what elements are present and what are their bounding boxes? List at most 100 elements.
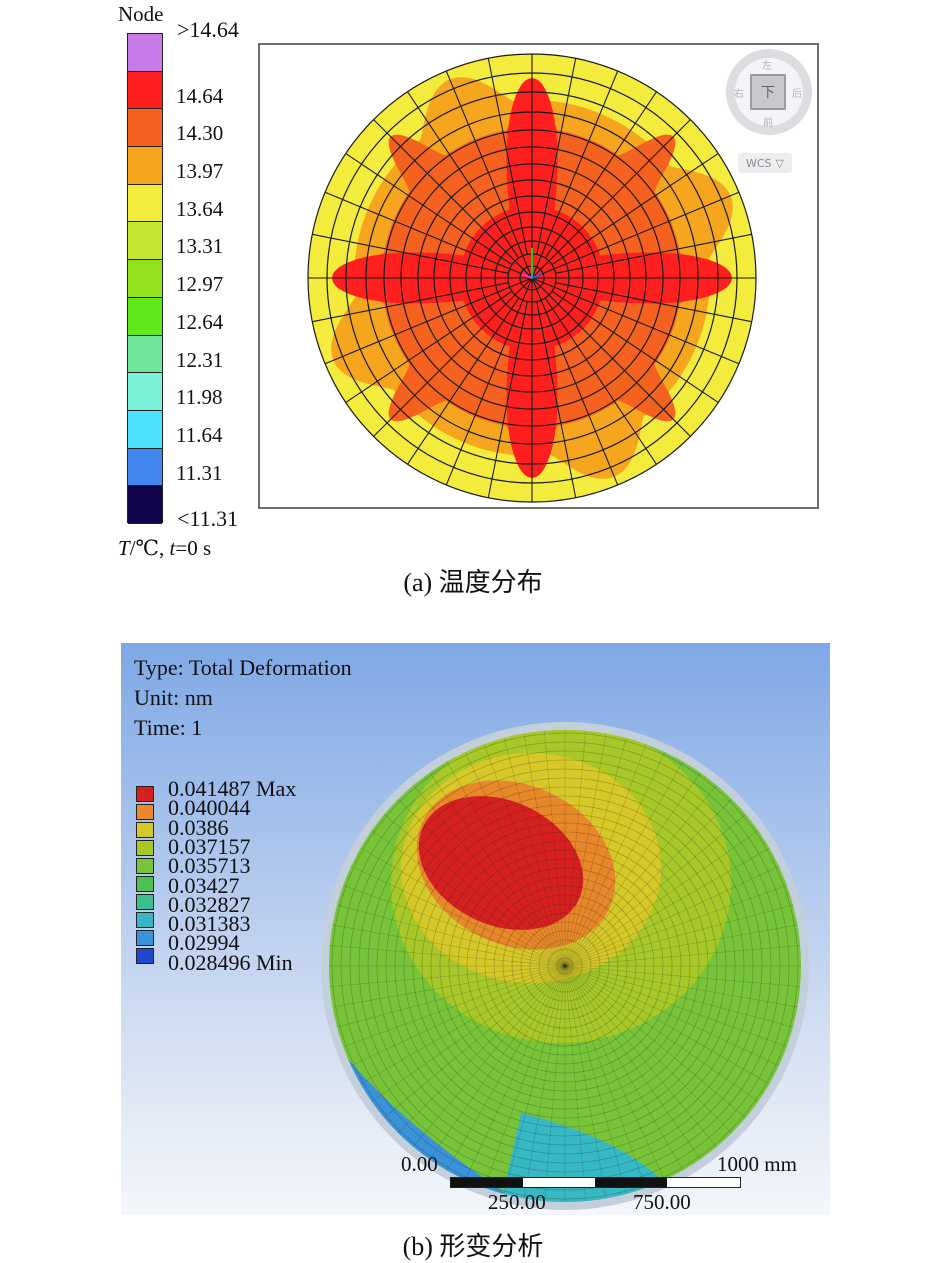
mesh-ring bbox=[520, 921, 610, 1011]
deformation-panel: Type: Total Deformation Unit: nm Time: 1… bbox=[121, 643, 830, 1215]
mesh-spoke bbox=[564, 733, 607, 967]
mesh-ring bbox=[340, 741, 790, 1191]
mesh-spoke bbox=[329, 965, 566, 987]
mesh-spoke bbox=[564, 965, 780, 1067]
mesh-spoke bbox=[564, 965, 787, 1048]
mesh-spoke bbox=[487, 301, 528, 498]
mesh-ring bbox=[502, 903, 628, 1029]
legend-swatch bbox=[128, 222, 162, 261]
legend-label: 0.028496 Min bbox=[168, 949, 293, 975]
mesh-ring bbox=[538, 939, 592, 993]
scale-label-1000: 1000 mm bbox=[717, 1152, 797, 1176]
legend-swatch bbox=[136, 930, 154, 946]
mesh-spoke bbox=[483, 965, 566, 1188]
scale-label-250: 250.00 bbox=[488, 1190, 546, 1214]
mesh-ring bbox=[376, 777, 754, 1155]
mesh-spoke bbox=[483, 744, 566, 967]
mesh-spoke bbox=[564, 965, 717, 1148]
mesh-ring bbox=[439, 840, 691, 1092]
wcs-dropdown[interactable]: WCS ▽ bbox=[738, 153, 792, 173]
legend-swatch bbox=[136, 948, 154, 964]
mesh-spoke bbox=[531, 119, 691, 279]
temperature-color-legend bbox=[127, 33, 163, 524]
axis-z-icon bbox=[531, 273, 543, 279]
mesh-ring bbox=[421, 822, 709, 1110]
legend-swatch bbox=[136, 786, 154, 802]
legend-swatch bbox=[136, 804, 154, 820]
mesh-ring bbox=[493, 894, 637, 1038]
mesh-spoke bbox=[564, 965, 798, 1008]
view-cube-dir-right[interactable]: 后 bbox=[792, 89, 802, 100]
mesh-spoke bbox=[324, 191, 533, 279]
mesh-spoke bbox=[564, 904, 794, 967]
deformation-contours bbox=[329, 730, 801, 1202]
mesh-spoke bbox=[564, 965, 627, 1195]
mesh-spoke bbox=[397, 798, 566, 967]
mesh-spoke bbox=[324, 277, 533, 365]
mesh-spoke bbox=[531, 277, 619, 486]
legend-label: 14.30 bbox=[176, 121, 224, 146]
mesh-spoke bbox=[360, 847, 566, 967]
mesh-spoke bbox=[544, 730, 566, 967]
mesh-spoke bbox=[343, 965, 566, 1048]
mesh-spoke bbox=[564, 772, 701, 967]
legend-label: 12.64 bbox=[176, 309, 224, 334]
mesh-ring bbox=[403, 804, 727, 1128]
scale-label-750: 750.00 bbox=[633, 1190, 691, 1214]
mesh-spoke bbox=[551, 153, 719, 266]
caption-a: (a) 温度分布 bbox=[403, 568, 543, 597]
view-cube[interactable]: 下 左 右 后 前 bbox=[726, 49, 812, 135]
mesh-spoke bbox=[429, 965, 566, 1160]
mesh-ring bbox=[367, 768, 763, 1164]
mesh-spoke bbox=[564, 965, 607, 1199]
temperature-contour-disk bbox=[307, 53, 757, 503]
mesh-spoke bbox=[564, 865, 780, 967]
wcs-label: WCS bbox=[745, 156, 772, 170]
mesh-spoke bbox=[413, 965, 566, 1148]
deformation-color-legend bbox=[136, 786, 154, 964]
mesh-spoke bbox=[544, 965, 566, 1202]
mesh-spoke bbox=[343, 884, 566, 967]
legend-swatch bbox=[136, 840, 154, 856]
mesh-spoke bbox=[564, 884, 787, 967]
mesh-spoke bbox=[531, 70, 619, 279]
mesh-spoke bbox=[503, 737, 566, 967]
mesh-spoke bbox=[531, 277, 740, 365]
legend-swatch bbox=[128, 410, 162, 449]
mesh-spoke bbox=[564, 965, 801, 987]
legend-swatch bbox=[128, 335, 162, 374]
mesh-spoke bbox=[360, 965, 566, 1085]
mesh-spoke bbox=[544, 91, 657, 259]
view-cube-dir-top[interactable]: 左 bbox=[762, 61, 772, 72]
scale-bar bbox=[450, 1177, 741, 1188]
mesh-spoke bbox=[312, 282, 509, 323]
view-cube-dir-bottom[interactable]: 前 bbox=[763, 118, 773, 129]
mesh-spoke bbox=[531, 191, 740, 279]
mesh-spoke bbox=[397, 965, 566, 1134]
legend-label: 0.041487 Max bbox=[168, 776, 297, 801]
result-time-label: Time: 1 bbox=[134, 715, 203, 740]
legend-label: <11.31 bbox=[177, 506, 239, 531]
legend-label: 14.64 bbox=[176, 83, 224, 108]
mesh-spoke bbox=[407, 91, 520, 259]
legend-label: 0.031383 bbox=[168, 911, 251, 937]
mesh-spoke bbox=[536, 301, 577, 498]
legend-label: 0.02994 bbox=[168, 930, 240, 956]
view-cube-dir-left[interactable]: 右 bbox=[734, 89, 744, 100]
mesh-spoke bbox=[429, 772, 566, 967]
mesh-spoke bbox=[564, 761, 684, 967]
caption-b: (b) 形变分析 bbox=[402, 1232, 544, 1261]
legend-swatch bbox=[136, 822, 154, 838]
view-cube-face-bottom[interactable]: 下 bbox=[750, 74, 786, 110]
legend-label: >14.64 bbox=[177, 17, 239, 42]
scale-bar-segment bbox=[595, 1178, 667, 1187]
mesh-spoke bbox=[564, 730, 586, 967]
mesh-spoke bbox=[564, 965, 794, 1028]
mesh-spoke bbox=[555, 233, 752, 274]
mesh-spoke bbox=[564, 945, 801, 967]
legend-swatch bbox=[136, 912, 154, 928]
mesh-spoke bbox=[564, 965, 770, 1085]
mesh-ring bbox=[511, 912, 619, 1020]
mesh-ring bbox=[448, 849, 682, 1083]
mesh-spoke bbox=[564, 751, 666, 967]
